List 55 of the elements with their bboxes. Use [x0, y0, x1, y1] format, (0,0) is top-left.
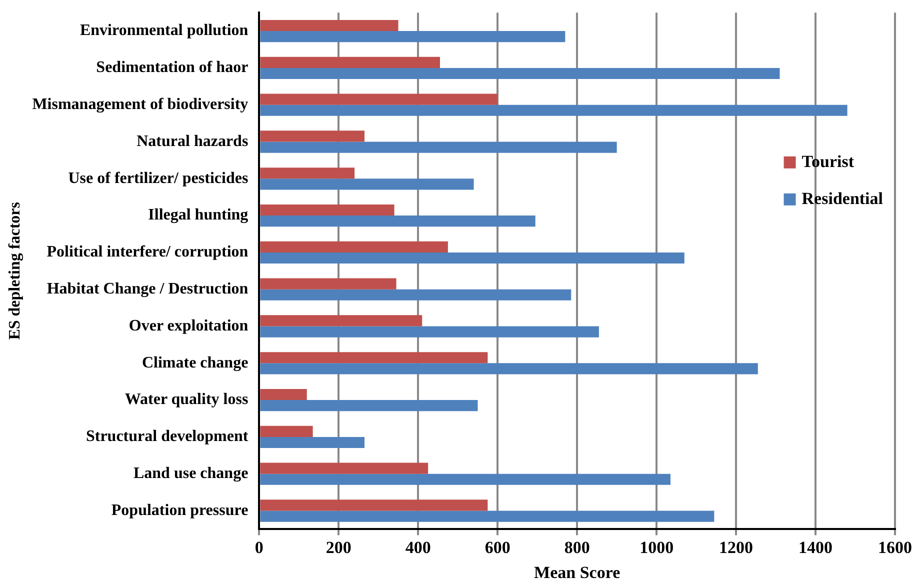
bar	[260, 400, 478, 412]
bar	[260, 510, 714, 522]
bar	[260, 388, 307, 400]
y-tick-label: Habitat Change / Destruction	[46, 280, 248, 298]
bar	[260, 130, 364, 142]
x-tick-label: 0	[254, 538, 264, 557]
bar	[260, 168, 355, 179]
bar	[260, 462, 428, 474]
bar	[260, 104, 848, 116]
bar	[260, 278, 396, 290]
x-tick-label: 1400	[798, 538, 833, 557]
bar	[260, 142, 617, 153]
bar	[260, 216, 536, 227]
bar	[260, 178, 474, 190]
x-tick-label: 1000	[640, 538, 674, 557]
y-tick-label: Illegal hunting	[148, 206, 248, 224]
bar	[260, 426, 313, 437]
x-tick-label: 200	[326, 538, 352, 557]
bar	[260, 326, 599, 338]
y-tick-label: Land use change	[133, 464, 248, 482]
x-tick-label: 600	[484, 538, 510, 557]
bar	[260, 94, 498, 105]
x-tick-label: 400	[405, 538, 431, 557]
y-tick-label: Population pressure	[111, 502, 248, 519]
y-tick-label: Structural development	[86, 428, 249, 446]
legend-label: Tourist	[802, 152, 854, 171]
x-axis-title: Mean Score	[534, 563, 621, 582]
y-tick-label: Climate change	[142, 354, 248, 372]
x-tick-label: 800	[564, 538, 590, 557]
bar	[260, 315, 422, 326]
y-tick-label: Water quality loss	[124, 391, 248, 408]
bar	[260, 363, 758, 374]
bar	[260, 352, 488, 364]
bar	[260, 20, 398, 32]
bar	[260, 474, 670, 485]
bar	[260, 68, 780, 80]
y-tick-label: Political interfere/ corruption	[46, 244, 248, 261]
y-axis-title: ES depleting factors	[6, 202, 24, 340]
bar	[260, 56, 440, 68]
x-tick-label: 1600	[878, 538, 912, 557]
bar	[260, 241, 448, 252]
y-tick-label: Mismanagement of biodiversity	[32, 96, 248, 113]
y-tick-label: Natural hazards	[136, 132, 248, 150]
bar	[260, 252, 684, 264]
bar	[260, 204, 394, 216]
bar	[260, 436, 364, 448]
bar	[260, 289, 572, 300]
legend-label: Residential	[802, 188, 884, 208]
y-tick-label: Sedimentation of haor	[96, 59, 248, 76]
x-tick-label: 1200	[719, 538, 754, 557]
y-tick-label: Use of fertilizer/ pesticides	[68, 170, 248, 187]
y-tick-label: Environmental pollution	[80, 22, 248, 40]
y-tick-label: Over exploitation	[128, 317, 248, 334]
bar	[260, 31, 566, 42]
bar	[260, 500, 488, 511]
